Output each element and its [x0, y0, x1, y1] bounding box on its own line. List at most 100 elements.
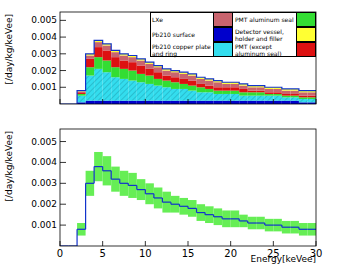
- stack-segment: [103, 101, 112, 104]
- stack-segment: [273, 101, 282, 104]
- x-tick: [316, 99, 317, 104]
- stack-segment: [179, 79, 188, 84]
- stack-segment: [299, 96, 308, 98]
- hatch-overlay: [197, 92, 206, 100]
- stack-segment: [265, 89, 274, 92]
- stack-segment: [205, 89, 214, 92]
- hatch-overlay: [188, 91, 197, 101]
- stack-segment: [120, 101, 129, 104]
- y-tick: [60, 183, 66, 184]
- stack-segment: [145, 69, 154, 76]
- hatch-overlay: [103, 72, 112, 100]
- stack-segment: [111, 67, 120, 77]
- stack-segment: [188, 86, 197, 91]
- x-tick: [273, 241, 274, 246]
- y-tick: [60, 141, 66, 142]
- stack-segment: [273, 89, 282, 92]
- hatch-overlay: [282, 97, 291, 100]
- stack-segment: [299, 97, 308, 99]
- stack-segment: [256, 87, 265, 90]
- hatch-overlay: [239, 96, 248, 101]
- step-line: [273, 225, 282, 226]
- step-riser: [111, 171, 112, 179]
- legend-swatch: [296, 42, 316, 57]
- error-band: [222, 210, 231, 227]
- step-riser: [94, 167, 95, 184]
- stack-segment: [137, 101, 146, 104]
- step-line: [179, 206, 188, 207]
- error-band: [179, 198, 188, 215]
- error-band: [145, 183, 154, 204]
- stack-segment: [282, 94, 291, 96]
- y-tick: [60, 162, 66, 163]
- stack-segment: [290, 101, 299, 104]
- x-tick: [188, 99, 189, 104]
- stack-segment: [239, 86, 248, 89]
- x-tick-label: 0: [57, 248, 63, 259]
- stack-segment: [307, 99, 316, 102]
- stack-segment: [94, 101, 103, 104]
- error-band: [248, 217, 257, 230]
- stack-segment: [205, 101, 214, 104]
- stack-segment: [222, 94, 231, 101]
- stack-segment: [197, 87, 206, 92]
- stack-segment: [128, 57, 137, 62]
- y-tick-label: 0.005: [31, 15, 57, 25]
- stack-segment: [86, 55, 95, 58]
- y-tick-label: 0.003: [31, 49, 57, 59]
- legend-label: Detector vessel, holder and filler: [233, 27, 296, 42]
- error-band: [94, 152, 103, 181]
- stack-segment: [214, 94, 223, 101]
- step-riser: [196, 208, 197, 212]
- stack-segment: [265, 101, 274, 104]
- stack-segment: [222, 87, 231, 90]
- y-tick: [60, 20, 66, 21]
- y-axis-label: [/day/kg/keVee]: [4, 131, 14, 202]
- step-line: [248, 222, 257, 223]
- stack-segment: [128, 71, 137, 81]
- step-line: [307, 229, 316, 230]
- hatch-overlay: [111, 77, 120, 100]
- hatch-overlay: [214, 94, 223, 101]
- stack-segment: [256, 91, 265, 93]
- error-band: [197, 204, 206, 221]
- hatch-overlay: [128, 81, 137, 101]
- stack-segment: [171, 101, 180, 104]
- stack-segment: [154, 86, 163, 101]
- stack-segment: [103, 50, 112, 60]
- hatch-overlay: [256, 96, 265, 101]
- stack-segment: [197, 84, 206, 87]
- stack-segment: [179, 89, 188, 101]
- stack-segment: [197, 79, 206, 84]
- stack-segment: [188, 76, 197, 81]
- step-line: [256, 222, 265, 223]
- stack-segment: [86, 101, 95, 104]
- stack-segment: [137, 74, 146, 82]
- y-tick: [60, 70, 66, 71]
- frame: [60, 12, 316, 104]
- step-riser: [162, 198, 163, 202]
- stack-segment: [290, 91, 299, 94]
- step-line: [111, 179, 120, 180]
- y-tick-label: 0.001: [31, 82, 57, 92]
- x-tick: [316, 241, 317, 246]
- error-band: [231, 210, 240, 227]
- stack-segment: [103, 45, 112, 50]
- error-band: [290, 221, 299, 234]
- stack-segment: [162, 101, 171, 104]
- y-tick-label: 0.004: [31, 157, 57, 167]
- stack-segment: [265, 94, 274, 96]
- stack-segment: [154, 72, 163, 79]
- hatch-overlay: [248, 96, 257, 101]
- error-band: [154, 188, 163, 209]
- stack-segment: [214, 101, 223, 104]
- y-tick: [60, 87, 66, 88]
- stack-segment: [111, 57, 120, 67]
- stack-segment: [256, 101, 265, 104]
- x-tick-label: 15: [182, 248, 195, 259]
- stack-segment: [77, 94, 86, 96]
- error-band: [77, 223, 86, 236]
- y-tick: [60, 37, 66, 38]
- stack-segment: [154, 67, 163, 72]
- x-tick: [273, 99, 274, 104]
